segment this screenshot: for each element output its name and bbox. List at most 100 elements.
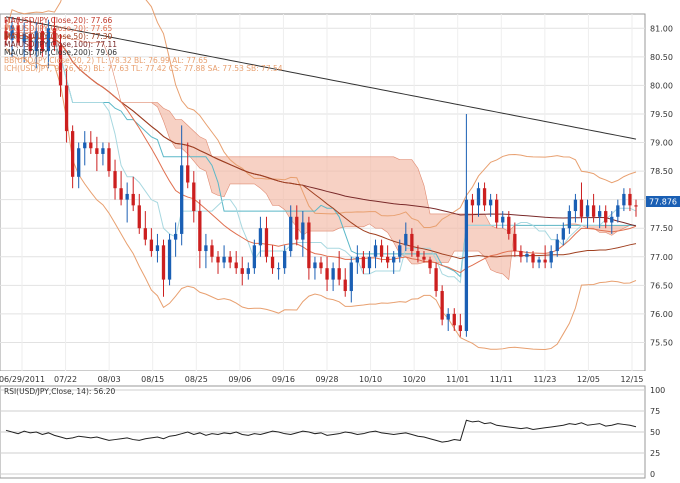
candle-body bbox=[52, 28, 57, 46]
rsi-series-line bbox=[5, 419, 637, 443]
price-y-tick: 81.00 bbox=[650, 24, 673, 33]
candle-body bbox=[628, 193, 632, 206]
candle-body bbox=[216, 256, 220, 263]
legend-entry: MA(USD/JPY,Close,20): 77.66 bbox=[4, 16, 113, 25]
candle-body bbox=[283, 251, 287, 269]
price-y-tick: 77.50 bbox=[650, 224, 673, 233]
candle-body bbox=[379, 245, 384, 257]
rsi-y-axis: 100 75 50 25 0 bbox=[650, 386, 665, 479]
last-price-marker: 77.876 bbox=[646, 196, 680, 207]
candle-body bbox=[28, 33, 32, 52]
price-y-tick: 80.50 bbox=[650, 53, 673, 62]
candle-body bbox=[113, 171, 117, 189]
candle-body bbox=[488, 199, 493, 206]
candle-body bbox=[222, 256, 226, 263]
candle-body bbox=[276, 268, 281, 270]
candle-body bbox=[434, 268, 438, 292]
legend-entry: MA(USD/JPY,Close,100): 77.11 bbox=[4, 40, 117, 49]
candle-body bbox=[495, 199, 499, 223]
ichimoku-conversion-line bbox=[5, 32, 637, 284]
candle-body bbox=[58, 45, 63, 86]
price-y-axis: 81.0080.5080.0079.5079.0078.5078.0077.50… bbox=[650, 24, 673, 347]
ichimoku-base-line bbox=[5, 32, 636, 278]
x-tick: 12/15 bbox=[620, 375, 643, 384]
candle-body bbox=[519, 251, 523, 257]
indicator-lines bbox=[5, 0, 637, 351]
candle-body bbox=[149, 239, 154, 252]
rsi-label: RSI(USD/JPY,Close, 14): 56.20 bbox=[4, 387, 115, 396]
candle-body bbox=[622, 193, 626, 206]
rsi-y-tick: 100 bbox=[650, 386, 665, 395]
x-tick: 10/20 bbox=[403, 375, 426, 384]
candle-body bbox=[204, 245, 208, 252]
candle-body bbox=[95, 148, 99, 154]
bollinger-upper-line bbox=[5, 0, 637, 229]
candle-body bbox=[410, 233, 414, 252]
x-tick: 11/23 bbox=[533, 375, 556, 384]
candle-body bbox=[398, 245, 402, 257]
candle-body bbox=[64, 85, 69, 132]
candle-body bbox=[319, 262, 323, 269]
legend-entry: MA(USD/JPY,Close,200): 79.06 bbox=[4, 48, 117, 57]
legend: MA(USD/JPY,Close,20): 77.66 MA(USD/JPY,Cl… bbox=[4, 16, 283, 73]
x-tick: 06/29/2011 bbox=[0, 375, 45, 384]
x-tick: 10/10 bbox=[359, 375, 382, 384]
legend-entry: MA(USD/JPY,Close,50): 77.30 bbox=[4, 32, 113, 41]
x-tick: 09/06 bbox=[228, 375, 251, 384]
candle-body bbox=[143, 228, 147, 240]
candle-body bbox=[440, 291, 444, 320]
candle-body bbox=[446, 313, 450, 320]
candle-body bbox=[355, 256, 359, 263]
candle-body bbox=[452, 313, 456, 326]
candle-body bbox=[264, 228, 269, 257]
price-y-tick: 75.50 bbox=[650, 338, 673, 347]
candle-body bbox=[501, 216, 505, 223]
candle-body bbox=[555, 239, 559, 252]
candle-body bbox=[610, 216, 614, 223]
x-tick: 08/03 bbox=[98, 375, 121, 384]
candle-body bbox=[246, 268, 250, 274]
candle-body bbox=[70, 131, 75, 177]
candle-body bbox=[289, 216, 293, 252]
candle-body bbox=[307, 222, 311, 269]
rsi-y-tick: 0 bbox=[650, 470, 655, 479]
candle-body bbox=[161, 245, 166, 280]
candle-body bbox=[385, 256, 390, 263]
ichimoku-cloud-area bbox=[6, 32, 636, 281]
candle-body bbox=[513, 233, 517, 252]
legend-entry: BB(USD/JPY,Close,20, 2) TL: 78.32 BL: 76… bbox=[4, 56, 208, 65]
rsi-grid bbox=[0, 389, 645, 475]
candle-body bbox=[40, 31, 44, 52]
candle-body bbox=[119, 188, 123, 200]
x-tick: 12/05 bbox=[577, 375, 600, 384]
candle-body bbox=[228, 256, 232, 263]
price-y-tick: 78.50 bbox=[650, 167, 673, 176]
candle-body bbox=[22, 33, 26, 43]
candle-body bbox=[634, 205, 638, 207]
x-tick: 11/01 bbox=[446, 375, 469, 384]
candle-body bbox=[331, 268, 335, 280]
candle-body bbox=[313, 262, 317, 269]
candle-body bbox=[549, 251, 553, 263]
candle-body bbox=[240, 268, 244, 274]
rsi-line bbox=[5, 419, 637, 443]
candle-body bbox=[77, 148, 81, 177]
candle-body bbox=[531, 253, 535, 263]
candle-body bbox=[561, 228, 565, 240]
candle-body bbox=[543, 259, 547, 263]
candle-body bbox=[337, 268, 341, 280]
candle-body bbox=[604, 211, 608, 223]
price-y-tick: 76.00 bbox=[650, 310, 673, 319]
candle-body bbox=[373, 245, 378, 257]
candle-body bbox=[361, 256, 366, 269]
price-y-tick: 77.00 bbox=[650, 253, 673, 262]
candle-body bbox=[210, 245, 214, 257]
candle-body bbox=[173, 233, 178, 240]
candle-body bbox=[392, 256, 396, 263]
candle-body bbox=[295, 216, 299, 240]
candle-body bbox=[137, 205, 141, 229]
candle-body bbox=[301, 222, 305, 240]
candle-body bbox=[525, 253, 529, 257]
price-y-tick: 76.50 bbox=[650, 281, 673, 290]
